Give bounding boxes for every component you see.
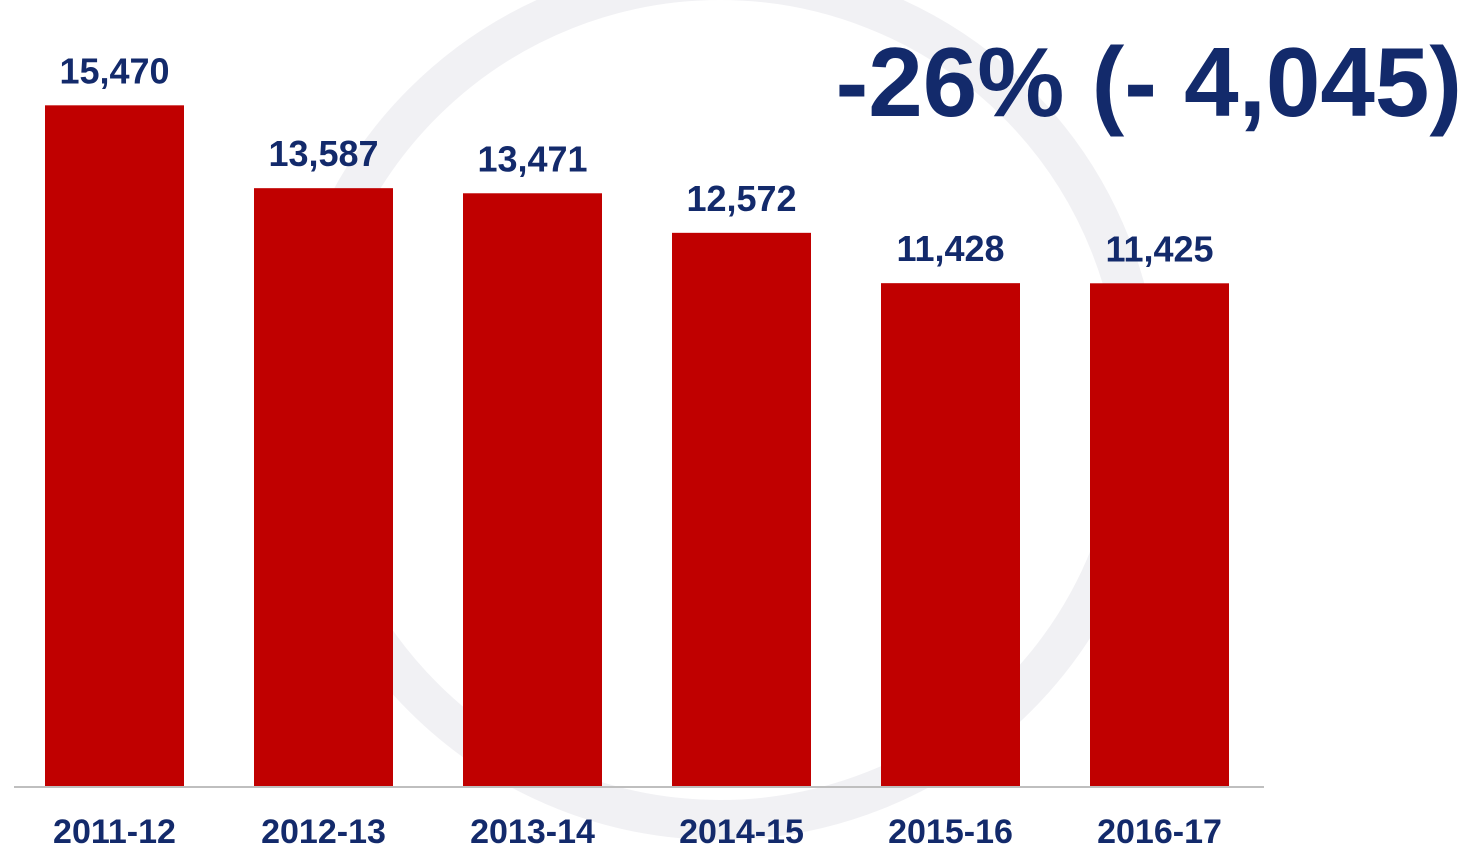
bar — [45, 105, 184, 786]
x-tick-label: 2016-17 — [1097, 813, 1222, 847]
x-tick-label: 2013-14 — [470, 813, 595, 847]
value-label: 13,587 — [268, 133, 378, 174]
bar — [1090, 283, 1229, 786]
x-tick-label: 2011-12 — [53, 813, 176, 847]
annotation: -26% (- 4,045) — [836, 27, 1462, 137]
x-tick-label: 2012-13 — [261, 813, 386, 847]
bar — [463, 193, 602, 786]
value-label: 13,471 — [477, 138, 587, 179]
bar — [881, 283, 1020, 786]
value-label: 11,428 — [896, 228, 1004, 269]
x-tick-label: 2014-15 — [679, 813, 804, 847]
bar — [254, 188, 393, 786]
value-label: 11,425 — [1105, 228, 1213, 269]
bar — [672, 232, 811, 786]
value-label: 15,470 — [59, 50, 169, 91]
value-label: 12,572 — [686, 178, 796, 219]
x-tick-label: 2015-16 — [888, 813, 1013, 847]
